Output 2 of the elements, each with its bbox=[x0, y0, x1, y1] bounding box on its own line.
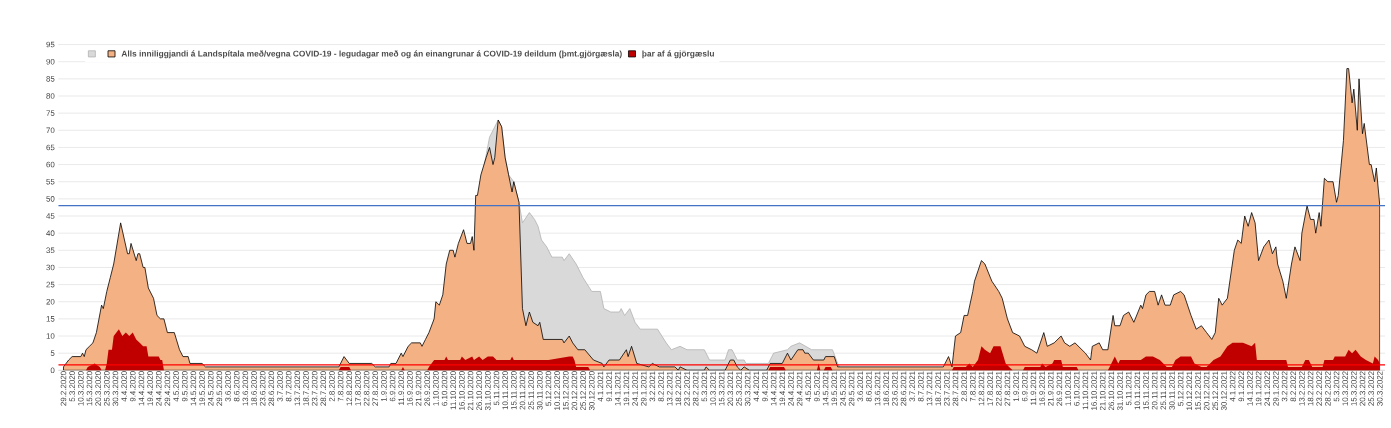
legend-label: þar af á gjörgæslu bbox=[642, 50, 714, 59]
legend-label: Alls inniliggjandi á Landspítala með/vegna COVID-19 - legudagar með og án einangrunar á COVID-19 deildum (þmt.gjörgæsla) bbox=[121, 50, 622, 59]
